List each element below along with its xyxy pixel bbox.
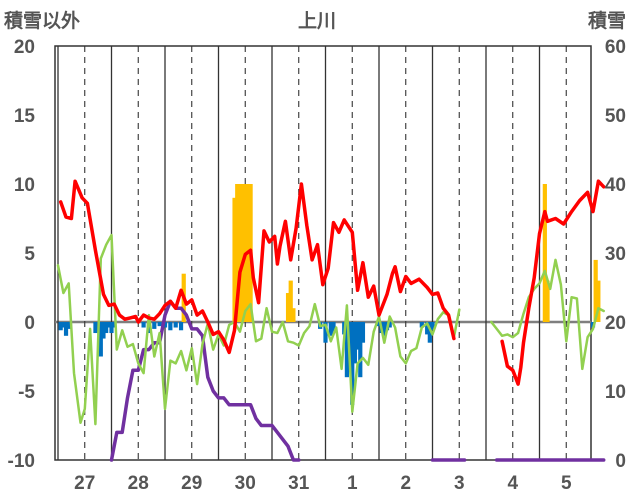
right-axis-tick-label: 60: [605, 37, 626, 58]
precipitation-bar: [235, 184, 240, 322]
x-axis-day-label: 27: [74, 473, 95, 494]
precipitation-bar: [376, 322, 382, 327]
precipitation-bar: [542, 184, 547, 322]
precipitation-bar: [106, 322, 111, 328]
precipitation-bar: [328, 322, 333, 336]
precipitation-bar: [93, 322, 98, 334]
precipitation-bar: [291, 308, 296, 322]
precipitation-bar: [168, 322, 173, 331]
temperature-line: [58, 179, 456, 355]
precipitation-bar: [285, 293, 291, 322]
right-axis-title: 積雪: [588, 10, 627, 32]
precipitation-bar: [593, 259, 598, 322]
precipitation-bar: [157, 322, 162, 327]
precipitation-bar: [344, 322, 349, 378]
precipitation-bar: [360, 322, 366, 343]
temperature-line: [500, 179, 606, 386]
x-axis-day-label: 29: [181, 473, 202, 494]
x-axis-day-label: 3: [454, 473, 465, 494]
left-axis-tick-label: 10: [14, 175, 35, 196]
precipitation-bar: [350, 322, 355, 405]
left-axis-tick-label: 15: [14, 106, 36, 127]
precipitation-bar: [387, 322, 392, 328]
x-axis-day-label: 5: [561, 473, 572, 494]
precipitation-bar: [173, 322, 178, 328]
precipitation-bar: [288, 280, 293, 322]
precipitation-bar: [162, 322, 168, 328]
precipitation-bar: [61, 322, 66, 328]
x-axis-day-labels: 27 28 29 30 31 1 2 3 4 5: [74, 473, 572, 494]
x-axis-day-label: 2: [400, 473, 411, 494]
precipitation-bar: [596, 280, 601, 322]
wind-line: [490, 258, 605, 371]
precipitation-bar: [101, 322, 106, 339]
left-axis-tick-label: 5: [24, 244, 35, 265]
right-axis-ticks: 60 50 40 30 20 10 0: [605, 37, 626, 472]
precipitation-bar: [427, 322, 432, 343]
precipitation-bar: [419, 322, 424, 328]
right-axis-tick-label: 30: [605, 244, 626, 265]
left-axis-tick-label: -10: [8, 451, 35, 472]
x-axis-day-label: 31: [288, 473, 310, 494]
right-axis-tick-label: 40: [605, 175, 626, 196]
x-axis-day-label: 28: [128, 473, 149, 494]
precipitation-bar: [545, 280, 550, 322]
precipitation-bar: [240, 184, 245, 322]
precipitation-bar: [430, 322, 435, 331]
precipitation-bar: [232, 197, 237, 322]
right-axis-tick-label: 50: [605, 106, 626, 127]
series-lines: [56, 179, 606, 462]
precipitation-bar: [152, 322, 157, 329]
left-axis-tick-label: 20: [14, 37, 35, 58]
precipitation-bar: [104, 322, 109, 334]
precipitation-bar: [425, 322, 430, 335]
precipitation-bar: [109, 322, 114, 334]
precipitation-bar: [58, 322, 63, 331]
precipitation-bar: [352, 322, 358, 364]
vertical-gridlines: [57, 46, 567, 460]
snow-depth-line: [109, 299, 301, 462]
left-axis-tick-label: 0: [24, 313, 35, 334]
wind-line: [56, 233, 461, 426]
x-axis-day-label: 30: [235, 473, 256, 494]
precipitation-bar: [331, 322, 336, 332]
chart-title: 上川: [298, 10, 337, 32]
precipitation-bar: [382, 322, 387, 336]
right-axis-tick-label: 20: [605, 313, 626, 334]
right-axis-tick-label: 10: [605, 382, 626, 403]
x-axis-day-label: 1: [347, 473, 358, 494]
left-axis-title: 積雪以外: [4, 10, 81, 32]
precipitation-bar: [358, 322, 363, 378]
precipitation-bar: [63, 322, 69, 336]
precipitation-bar: [66, 322, 71, 329]
precipitation-bar: [355, 322, 360, 350]
precipitation-bar: [98, 322, 103, 357]
plot-area-border: [54, 45, 592, 461]
x-axis-day-label: 4: [507, 473, 518, 494]
precipitation-bar: [323, 322, 328, 343]
precipitation-bar: [178, 322, 184, 331]
precipitation-bar: [237, 184, 242, 322]
right-axis-tick-label: 0: [615, 451, 626, 472]
left-axis-ticks: 20 15 10 5 0 -5 -10: [8, 37, 36, 472]
precipitation-bar: [112, 322, 117, 328]
left-axis-tick-label: -5: [18, 382, 35, 403]
precipitation-bar: [141, 322, 146, 328]
